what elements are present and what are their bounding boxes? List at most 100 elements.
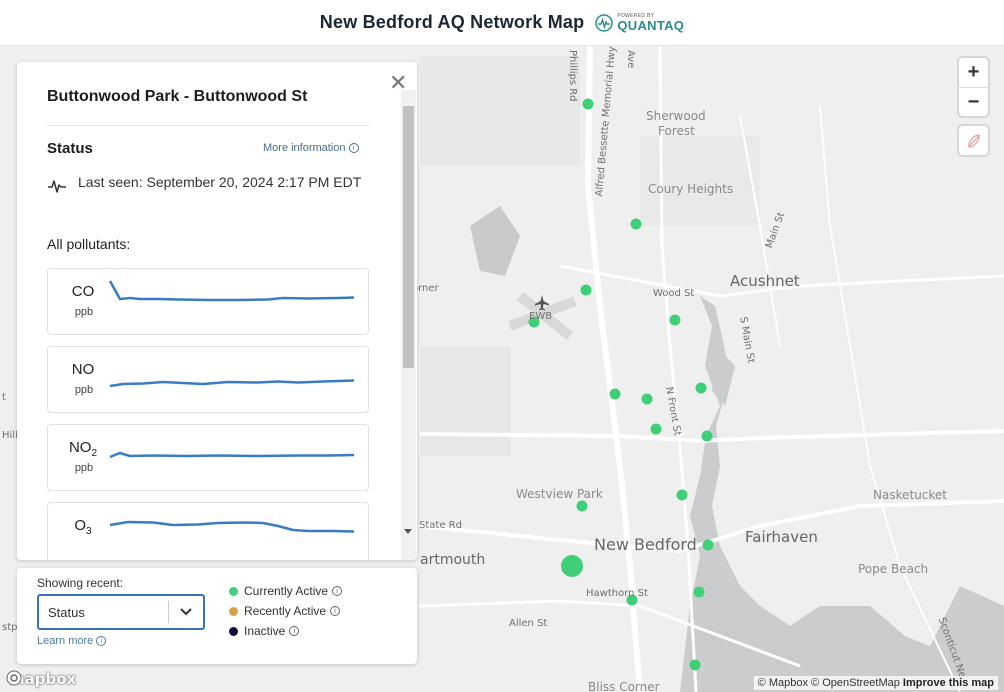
sensor-marker[interactable]: [528, 316, 540, 328]
attribution-mapbox-link[interactable]: © Mapbox: [757, 677, 808, 689]
pollutant-card-no2[interactable]: NO2 ppb: [47, 424, 369, 491]
compass-icon: [967, 134, 980, 147]
status-select[interactable]: Status: [37, 594, 205, 630]
sensor-marker[interactable]: [626, 594, 638, 606]
road: [419, 429, 1004, 444]
map-land-patch: [640, 136, 760, 226]
sensor-marker[interactable]: [630, 218, 642, 230]
sensor-marker[interactable]: [701, 430, 713, 442]
learn-more-link[interactable]: Learn more i: [37, 635, 107, 647]
status-dot-orange: [229, 606, 238, 616]
chevron-down-icon[interactable]: [169, 596, 203, 628]
pollutant-name: NO2: [68, 439, 98, 459]
close-panel-button[interactable]: ✕: [389, 70, 408, 95]
sensor-marker[interactable]: [702, 539, 714, 551]
sensor-marker[interactable]: [580, 284, 592, 296]
all-pollutants-heading: All pollutants:: [47, 236, 131, 252]
sensor-marker[interactable]: [693, 586, 705, 598]
page-title: New Bedford AQ Network Map: [319, 12, 585, 32]
sensor-marker[interactable]: [641, 393, 653, 405]
water-pond: [470, 206, 520, 276]
sparkline-o3: [109, 520, 355, 533]
water-river: [712, 346, 735, 406]
legend-item-inactive: Inactive i: [229, 624, 300, 638]
more-information-label: More information: [263, 142, 346, 154]
map-label-pope-beach: Pope Beach: [858, 562, 929, 576]
map-label-westview-park: Westview Park: [516, 487, 603, 501]
legend-panel: Showing recent: Status Learn more i Curr…: [17, 568, 417, 664]
map-label-coury-heights: Coury Heights: [648, 182, 734, 196]
map-label-ewb: EWB: [529, 311, 553, 322]
sensor-marker[interactable]: [650, 423, 662, 435]
sensor-marker[interactable]: [576, 500, 588, 512]
map-attribution: © Mapbox © OpenStreetMap Improve this ma…: [753, 676, 998, 690]
sensor-marker[interactable]: [609, 388, 621, 400]
learn-more-label: Learn more: [37, 635, 94, 647]
pollutant-unit: ppb: [74, 306, 94, 318]
map-label-fairhaven: Fairhaven: [745, 528, 818, 546]
road: [419, 599, 801, 668]
sensor-marker[interactable]: [676, 489, 688, 501]
quantaq-logo[interactable]: POWERED BY QUANTAQ: [594, 13, 684, 33]
sensor-marker-selected[interactable]: [561, 555, 583, 577]
scrollbar-thumb[interactable]: [403, 106, 414, 368]
map-label-left-stp: stp: [2, 622, 18, 633]
reset-bearing-button[interactable]: [959, 126, 988, 155]
sparkline-co: [108, 280, 355, 302]
sparkline-no: [109, 379, 355, 388]
road: [819, 105, 961, 692]
info-icon[interactable]: i: [289, 626, 300, 636]
status-dot-green: [229, 586, 238, 596]
select-separator: [168, 601, 169, 623]
map-label-wood-st: Wood St: [653, 288, 695, 299]
status-select-value: Status: [48, 604, 85, 620]
zoom-in-button[interactable]: +: [967, 61, 980, 83]
pollutant-card-o3[interactable]: O3: [47, 502, 369, 560]
more-information-link[interactable]: More information i: [263, 142, 359, 154]
showing-recent-label: Showing recent:: [37, 576, 124, 590]
map-label-orner: orner: [412, 283, 439, 294]
pollutant-card-no[interactable]: NO ppb: [47, 346, 369, 413]
pollutant-name: NO: [71, 361, 95, 378]
panel-divider: [47, 125, 369, 126]
status-dot-navy: [229, 626, 238, 636]
app-header: New Bedford AQ Network Map POWERED BY QU…: [0, 0, 1004, 46]
scroll-down-arrow-icon[interactable]: [404, 529, 412, 534]
map-label-state-rd: State Rd: [419, 520, 462, 531]
zoom-controls: + −: [959, 58, 988, 116]
sensor-marker[interactable]: [689, 659, 701, 671]
map-label-sherwood: Sherwood: [646, 109, 706, 123]
airport-icon: [535, 295, 549, 311]
map-label-new-bedford: New Bedford: [594, 535, 697, 554]
sensor-marker[interactable]: [669, 314, 681, 326]
pollutant-card-co[interactable]: CO ppb: [47, 268, 369, 335]
logo-name: QUANTAQ: [617, 17, 685, 33]
mapbox-logo[interactable]: mapbox: [6, 670, 76, 688]
info-icon[interactable]: i: [332, 586, 343, 596]
sensor-marker[interactable]: [695, 382, 707, 394]
panel-scrollbar[interactable]: [401, 90, 416, 560]
sensor-detail-panel: Buttonwood Park - Buttonwood St Status M…: [17, 62, 417, 560]
site-name: Buttonwood Park - Buttonwood St: [47, 88, 308, 105]
info-icon[interactable]: i: [330, 606, 341, 616]
attribution-osm-link[interactable]: © OpenStreetMap: [811, 677, 900, 689]
sensor-marker[interactable]: [582, 98, 594, 110]
pollutant-unit: ppb: [74, 462, 94, 474]
sensor-markers: [528, 98, 714, 671]
road: [559, 264, 1004, 298]
map-label-phillips: Phillips Rd: [567, 50, 578, 102]
map-label-bliss-corner: Bliss Corner: [588, 680, 660, 692]
map-label-left-t: t: [2, 392, 6, 403]
map-land-patch: [420, 56, 580, 166]
map-label-dartmouth: artmouth: [420, 552, 486, 568]
panel-scroll-area[interactable]: Buttonwood Park - Buttonwood St Status M…: [17, 62, 407, 560]
pollutant-unit: ppb: [74, 384, 94, 396]
zoom-out-button[interactable]: −: [959, 87, 988, 116]
map-label-acushnet: Acushnet: [730, 272, 800, 290]
map-label-forest: Forest: [658, 124, 695, 138]
improve-map-link[interactable]: Improve this map: [902, 677, 994, 689]
airport-runway: [508, 292, 577, 340]
legend-item-recently-active: Recently Active i: [229, 604, 341, 618]
quantaq-logo-icon: [595, 13, 614, 32]
road: [739, 115, 781, 347]
